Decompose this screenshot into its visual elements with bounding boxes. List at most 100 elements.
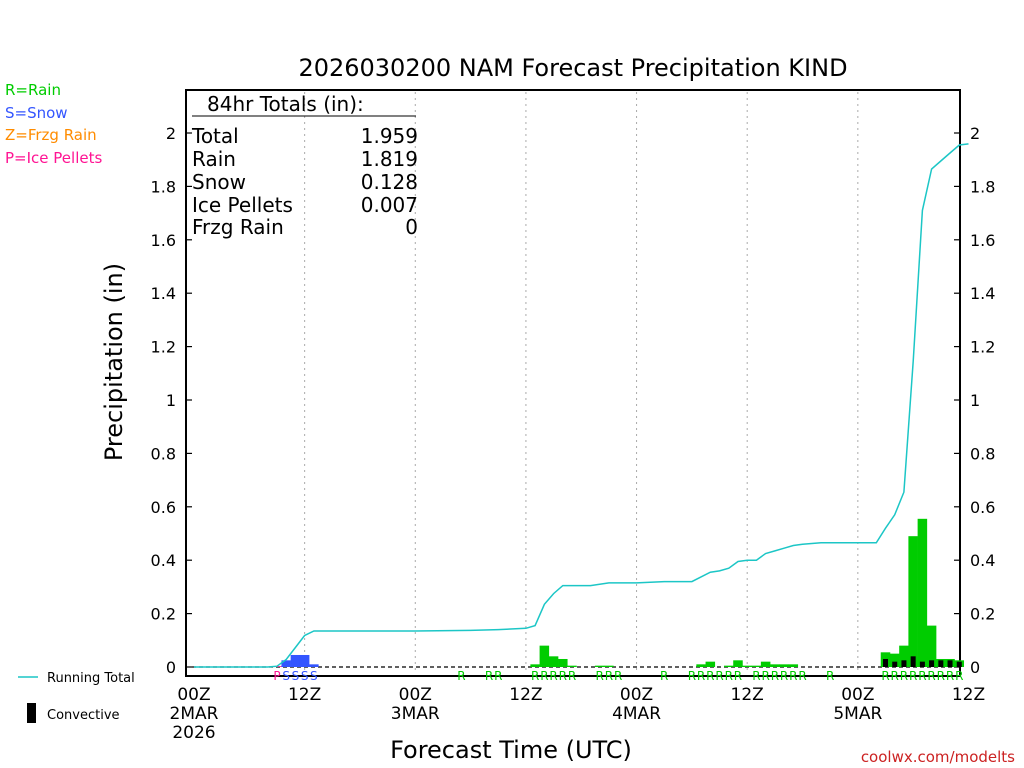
precip-bar <box>926 625 937 667</box>
y-tick-label-right: 1.4 <box>970 284 995 303</box>
convective-bar <box>901 660 907 667</box>
ptype-letter: R <box>688 669 696 683</box>
x-tick-date-label: 3MAR <box>391 704 440 724</box>
y-tick-label-left: 1.8 <box>151 177 176 196</box>
precip-bar <box>539 645 550 667</box>
precip-bar <box>779 664 789 667</box>
ptype-letter: R <box>900 669 908 683</box>
y-tick-label-right: 0.8 <box>970 444 995 463</box>
legend-ice-pellets: P=Ice Pellets <box>5 149 102 167</box>
ptype-letter: R <box>771 669 779 683</box>
ptype-letter: R <box>725 669 733 683</box>
convective-legend-label: Convective <box>47 708 120 723</box>
y-tick-label-right: 1.2 <box>970 338 995 357</box>
precip-bar <box>548 656 559 667</box>
running-total-line <box>194 143 969 668</box>
totals-row-value: 1.959 <box>361 124 418 148</box>
totals-row-value: 1.819 <box>361 147 418 171</box>
x-tick-year-label: 2026 <box>172 723 215 743</box>
ptype-letter: R <box>596 669 604 683</box>
ptype-letter: S <box>282 669 290 683</box>
precip-bar <box>751 665 762 667</box>
ptype-letter: R <box>457 669 465 683</box>
convective-bar <box>929 660 935 667</box>
x-tick-label: 12Z <box>952 685 985 705</box>
totals-row-label: Ice Pellets <box>192 193 293 217</box>
y-tick-label-left: 1.4 <box>151 284 176 303</box>
x-tick-label: 00Z <box>399 685 432 705</box>
convective-bar <box>892 661 898 667</box>
precip-bar <box>770 664 780 667</box>
ptype-letter: S <box>310 669 318 683</box>
x-tick-date-label: 5MAR <box>833 704 882 724</box>
totals-row-label: Snow <box>192 170 246 194</box>
y-tick-label-left: 2 <box>166 124 176 143</box>
ptype-letter: R <box>780 669 788 683</box>
totals-row-label: Total <box>191 124 239 148</box>
ptype-letter: R <box>614 669 622 683</box>
y-axis-label: Precipitation (in) <box>100 263 128 461</box>
watermark: coolwx.com/modelts <box>861 748 1015 766</box>
ptype-letter: R <box>909 669 917 683</box>
ptype-letter: R <box>918 669 926 683</box>
precip-bar <box>604 665 614 667</box>
precip-bar <box>899 645 909 667</box>
convective-bar <box>883 658 888 667</box>
convective-bar <box>919 661 925 667</box>
totals-row-value: 0.007 <box>361 193 418 217</box>
precip-bar <box>309 664 319 667</box>
y-tick-label-right: 0.6 <box>970 498 995 517</box>
ptype-letter: S <box>301 669 309 683</box>
ptype-letter: R <box>955 669 963 683</box>
y-tick-label-right: 1.6 <box>970 231 995 250</box>
y-tick-label-left: 0.6 <box>151 498 176 517</box>
convective-bar <box>910 656 916 667</box>
x-tick-label: 00Z <box>177 685 210 705</box>
y-tick-label-right: 0.4 <box>970 551 995 570</box>
ptype-letter: R <box>734 669 742 683</box>
precip-bar <box>594 665 605 667</box>
y-tick-label-left: 0.8 <box>151 444 176 463</box>
precip-bar <box>733 660 743 667</box>
ptype-letter: P <box>273 669 280 683</box>
ptype-letter: R <box>946 669 954 683</box>
y-tick-label-left: 0.2 <box>151 605 176 624</box>
y-tick-label-left: 1.6 <box>151 231 176 250</box>
precip-bar <box>788 664 799 667</box>
y-tick-label-right: 1 <box>970 391 980 410</box>
totals-row-label: Frzg Rain <box>192 215 284 239</box>
ptype-letter: R <box>715 669 723 683</box>
x-tick-label: 00Z <box>841 685 874 705</box>
plot-frame <box>185 89 961 677</box>
x-tick-label: 12Z <box>288 685 321 705</box>
convective-bar <box>938 660 944 667</box>
ptype-letter: R <box>881 669 889 683</box>
ptype-letter: S <box>292 669 300 683</box>
precip-bar <box>760 661 771 667</box>
precip-bar <box>742 665 752 667</box>
ptype-letter: R <box>660 669 668 683</box>
running-total-legend-label: Running Total <box>47 671 135 686</box>
totals-row-value: 0 <box>405 215 418 239</box>
x-tick-date-label: 4MAR <box>612 704 661 724</box>
y-tick-label-left: 1 <box>166 391 176 410</box>
y-tick-label-left: 0.4 <box>151 551 176 570</box>
precip-bar <box>558 658 568 667</box>
ptype-letter: R <box>706 669 714 683</box>
x-tick-date-label: 2MAR <box>170 704 219 724</box>
legend-freezing-rain: Z=Frzg Rain <box>5 126 97 144</box>
ptype-letter: R <box>605 669 613 683</box>
precip-bar <box>705 661 716 667</box>
precip-bar <box>696 664 706 667</box>
ptype-letter: R <box>927 669 935 683</box>
totals-header: 84hr Totals (in): <box>207 92 364 116</box>
precip-bar <box>299 654 310 667</box>
totals-row-label: Rain <box>192 147 236 171</box>
y-tick-label-right: 2 <box>970 124 980 143</box>
precip-bar <box>724 665 734 667</box>
ptype-letter: R <box>568 669 576 683</box>
ptype-letter: R <box>798 669 806 683</box>
ptype-letter: R <box>761 669 769 683</box>
ptype-letter: R <box>891 669 899 683</box>
